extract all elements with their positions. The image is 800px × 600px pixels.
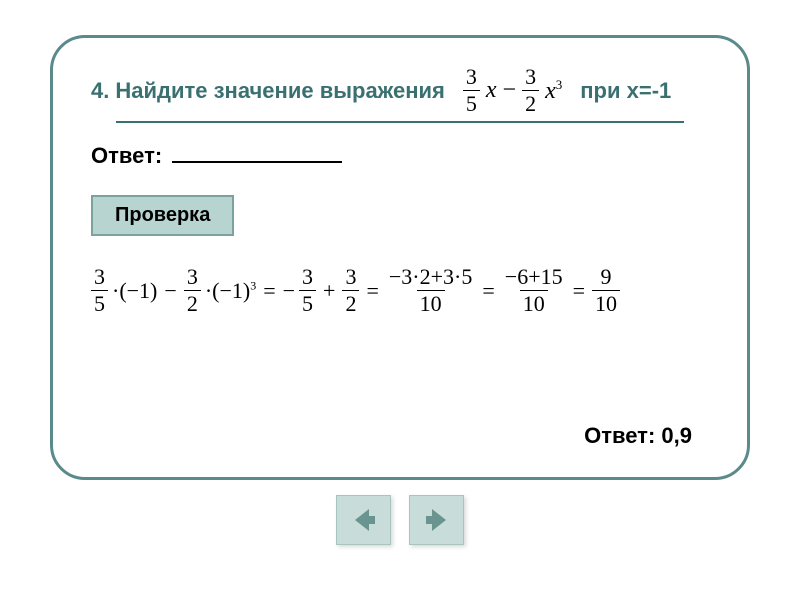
final-label: Ответ: [584, 423, 655, 448]
answer-blank-line: Ответ: [91, 143, 709, 169]
final-answer: Ответ: 0,9 [584, 423, 692, 449]
fraction-2: 3 2 [522, 66, 539, 115]
variable-x-2: x3 [545, 77, 562, 105]
divider [116, 121, 685, 123]
prompt-end: при х=-1 [580, 78, 671, 104]
worked-solution: 35 ·(−1) − 32 ·(−1)3 = − 35 + 32 = −3·2+… [91, 266, 709, 315]
prev-button[interactable] [336, 495, 391, 545]
navigation [336, 495, 464, 545]
problem-card: 4. Найдите значение выражения 3 5 x − 3 … [50, 35, 750, 480]
answer-label: Ответ: [91, 143, 162, 168]
final-value: 0,9 [661, 423, 692, 448]
arrow-left-icon [349, 505, 379, 535]
prompt-start: Найдите значение выражения [115, 78, 445, 104]
answer-blank [172, 161, 342, 163]
problem-statement: 4. Найдите значение выражения 3 5 x − 3 … [91, 66, 709, 115]
variable-x-1: x [486, 77, 497, 104]
minus-op: − [503, 77, 517, 104]
next-button[interactable] [409, 495, 464, 545]
arrow-right-icon [422, 505, 452, 535]
problem-number: 4. [91, 78, 109, 104]
fraction-1: 3 5 [463, 66, 480, 115]
check-button[interactable]: Проверка [91, 195, 234, 236]
